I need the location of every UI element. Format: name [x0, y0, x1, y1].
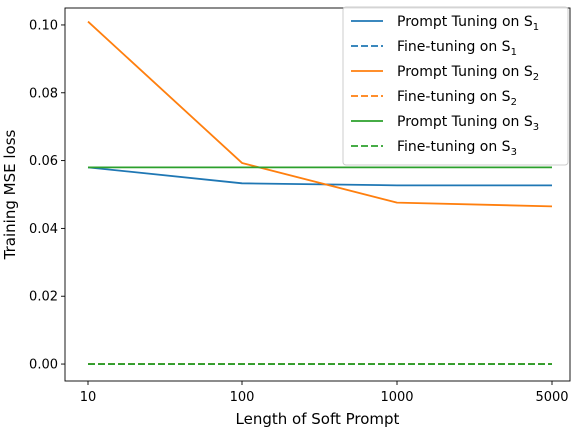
series-line-1: [87, 166, 552, 187]
x-axis-title: Length of Soft Prompt: [236, 410, 400, 428]
y-tick-label: 0.06: [29, 154, 58, 169]
legend-label-2: Fine-tuning on S1: [397, 39, 517, 58]
axes-frame: [64, 7, 571, 382]
series-layer: [87, 20, 553, 365]
ticks-layer: 0.00 0.02 0.04 0.06 0.08 0.10 10 100 1000 5000: [29, 18, 569, 405]
legend-box: [342, 6, 569, 166]
y-tick-label: 0.00: [29, 358, 58, 373]
legend: Prompt Tuning on S1 Fine-tuning on S1 Prom…: [342, 6, 569, 166]
x-tick-label: 5000: [535, 390, 568, 405]
y-tick-label: 0.10: [29, 18, 58, 33]
x-tick-label: 100: [230, 390, 255, 405]
series-line-3: [87, 20, 553, 208]
legend-label-5: Prompt Tuning on S3: [397, 114, 539, 133]
y-tick-label: 0.08: [29, 86, 58, 101]
legend-label-6: Fine-tuning on S3: [397, 139, 517, 158]
legend-label-3: Prompt Tuning on S2: [397, 64, 539, 83]
legend-label-1: Prompt Tuning on S1: [397, 14, 539, 33]
y-axis-title: Training MSE loss: [1, 129, 19, 260]
legend-label-4: Fine-tuning on S2: [397, 89, 517, 108]
y-tick-label: 0.04: [29, 222, 58, 237]
x-tick-label: 1000: [380, 390, 413, 405]
y-tick-label: 0.02: [29, 290, 58, 305]
x-tick-label: 10: [80, 390, 97, 405]
